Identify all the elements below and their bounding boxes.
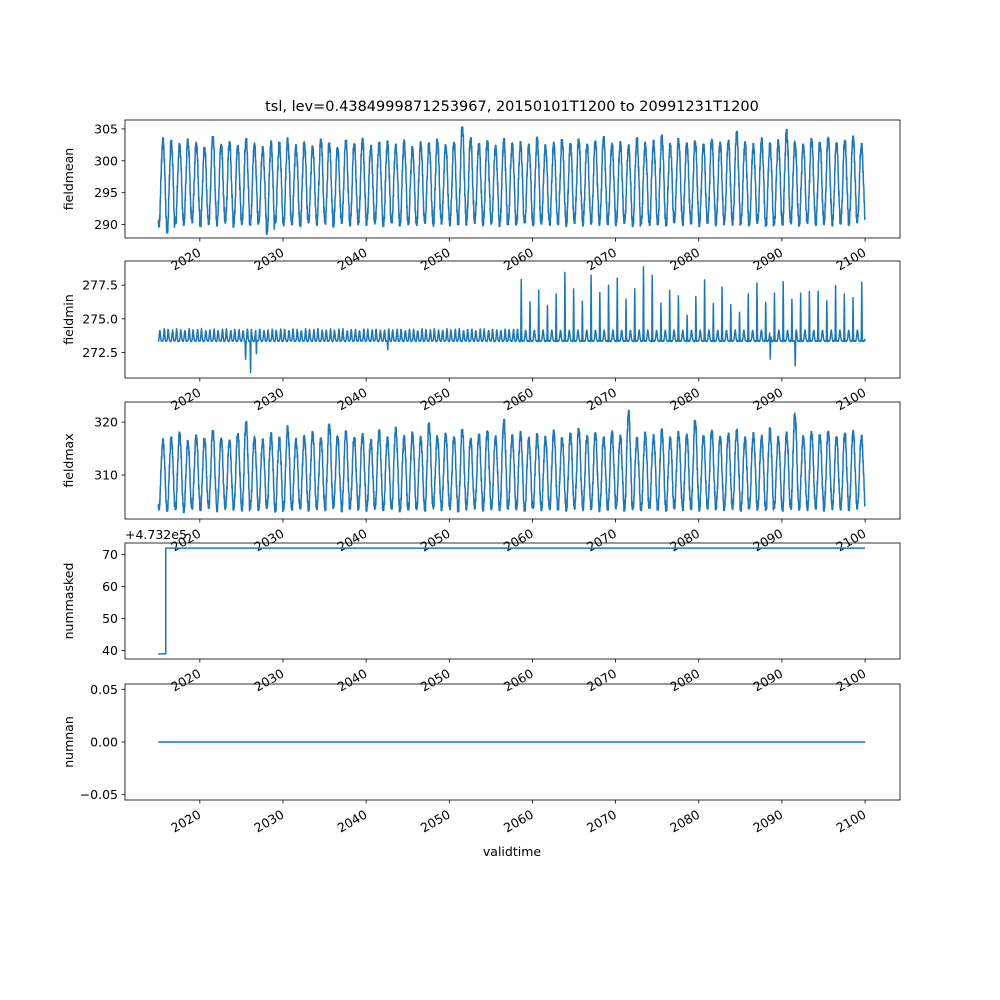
- y-tick-label: −0.05: [80, 787, 118, 802]
- subplot-fieldmin: 272.5 275.0 277.5 2020 2030 2040 2050 2060 2070 2…: [61, 260, 901, 414]
- x-tick-label: 2030: [251, 526, 286, 555]
- x-tick-label: 2100: [834, 385, 869, 414]
- x-axis-label: validtime: [483, 844, 541, 859]
- y-tick-label: 70: [102, 547, 118, 562]
- subplot-fieldmean: 290 295 300 305 2020 2030 2040 2050 2060 2070 2080…: [61, 119, 901, 274]
- series-line-fieldmin: [157, 265, 866, 374]
- x-tick-label: 2040: [335, 245, 370, 274]
- x-tick-label: 2060: [501, 807, 536, 836]
- x-tick-label: 2080: [667, 526, 702, 555]
- subplots: 290 295 300 305 2020 2030 2040 2050 2060 2070 2080…: [61, 119, 901, 836]
- series-line-fieldmax: [157, 409, 866, 514]
- x-tick-label: 2090: [750, 807, 785, 836]
- x-tick-label: 2090: [750, 385, 785, 414]
- x-tick-label: 2040: [335, 807, 370, 836]
- series-line-nummasked: [158, 547, 866, 655]
- x-tick-label: 2060: [501, 245, 536, 274]
- y-tick-label: 277.5: [82, 278, 118, 293]
- x-tick-label: 2090: [750, 666, 785, 695]
- x-tick-label: 2050: [418, 245, 453, 274]
- x-tick-label: 2020: [168, 385, 203, 414]
- y-tick-label: 0.05: [90, 682, 118, 697]
- x-tick-label: 2030: [251, 666, 286, 695]
- x-tick-label: 2020: [168, 245, 203, 274]
- x-tick-label: 2050: [418, 385, 453, 414]
- y-tick-label: 290: [94, 217, 118, 232]
- axes-frame-fieldmean: [124, 119, 901, 239]
- axes-frame-nummasked: [124, 542, 901, 660]
- x-tick-label: 2020: [168, 807, 203, 836]
- x-tick-label: 2050: [418, 807, 453, 836]
- y-tick-label: 60: [102, 579, 118, 594]
- x-tick-label: 2040: [335, 666, 370, 695]
- y-axis-label-nummasked: nummasked: [61, 563, 76, 640]
- x-tick-label: 2060: [501, 526, 536, 555]
- y-axis-label-numnan: numnan: [61, 716, 76, 768]
- series-line-fieldmean: [157, 126, 866, 235]
- x-tick-label: 2040: [335, 526, 370, 555]
- subplot-nummasked: 40 50 60 70 2020 2030 2040 2050 2060 2070 2080 2090…: [61, 527, 901, 695]
- x-tick-label: 2100: [834, 526, 869, 555]
- y-tick-label: 275.0: [82, 311, 118, 326]
- x-tick-label: 2080: [667, 385, 702, 414]
- x-tick-label: 2090: [750, 526, 785, 555]
- y-tick-label: 305: [94, 121, 118, 136]
- y-tick-label: 295: [94, 185, 118, 200]
- x-tick-label: 2080: [667, 245, 702, 274]
- subplot-numnan: 0.05 0.00 −0.05 2020 2030 2040 2050 2060 2070 208…: [61, 682, 901, 836]
- x-tick-label: 2100: [834, 245, 869, 274]
- x-tick-label: 2070: [584, 526, 619, 555]
- axes-frame-fieldmax: [124, 401, 901, 520]
- figure-title: tsl, lev=0.4384999871253967, 20150101T12…: [265, 99, 759, 115]
- x-tick-label: 2030: [251, 807, 286, 836]
- x-tick-label: 2070: [584, 666, 619, 695]
- x-tick-label: 2090: [750, 245, 785, 274]
- x-tick-label: 2030: [251, 245, 286, 274]
- x-tick-label: 2100: [834, 807, 869, 836]
- x-tick-label: 2050: [418, 526, 453, 555]
- x-tick-label: 2080: [667, 666, 702, 695]
- axes-frame-fieldmin: [124, 260, 901, 379]
- x-tick-label: 2070: [584, 385, 619, 414]
- axis-offset-label: +4.732e5: [125, 527, 187, 542]
- y-tick-label: 40: [102, 643, 118, 658]
- x-tick-label: 2020: [168, 666, 203, 695]
- x-tick-label: 2050: [418, 666, 453, 695]
- x-tick-label: 2040: [335, 385, 370, 414]
- y-tick-label: 0.00: [90, 735, 118, 750]
- y-tick-label: 300: [94, 153, 118, 168]
- y-tick-label: 50: [102, 611, 118, 626]
- y-axis-label-fieldmean: fieldmean: [61, 148, 76, 210]
- x-tick-label: 2060: [501, 666, 536, 695]
- y-tick-label: 272.5: [82, 345, 118, 360]
- y-tick-label: 320: [94, 415, 118, 430]
- x-tick-label: 2070: [584, 245, 619, 274]
- x-tick-label: 2070: [584, 807, 619, 836]
- x-tick-label: 2060: [501, 385, 536, 414]
- x-tick-label: 2030: [251, 385, 286, 414]
- y-axis-label-fieldmax: fieldmax: [61, 433, 76, 487]
- y-axis-label-fieldmin: fieldmin: [61, 294, 76, 345]
- x-tick-label: 2080: [667, 807, 702, 836]
- x-tick-label: 2100: [834, 666, 869, 695]
- y-tick-label: 310: [94, 468, 118, 483]
